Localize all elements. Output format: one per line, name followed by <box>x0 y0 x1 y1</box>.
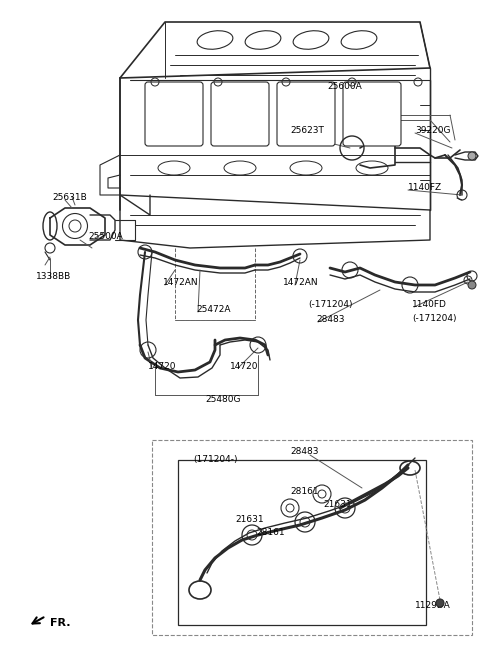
Text: 1140FD: 1140FD <box>412 300 447 309</box>
Text: 39220G: 39220G <box>415 126 451 135</box>
Circle shape <box>468 152 476 160</box>
Text: 14720: 14720 <box>148 362 177 371</box>
Text: 14720: 14720 <box>230 362 259 371</box>
Text: 1140FZ: 1140FZ <box>408 183 442 192</box>
Text: 1472AN: 1472AN <box>283 278 319 287</box>
Bar <box>178 460 426 625</box>
FancyBboxPatch shape <box>343 82 401 146</box>
FancyBboxPatch shape <box>211 82 269 146</box>
Text: (171204-): (171204-) <box>193 455 238 464</box>
Text: 1472AN: 1472AN <box>163 278 199 287</box>
Text: 28483: 28483 <box>316 315 345 324</box>
Circle shape <box>436 599 444 607</box>
Text: (-171204): (-171204) <box>412 314 456 323</box>
Text: 25480G: 25480G <box>205 395 240 404</box>
Circle shape <box>468 281 476 289</box>
Text: (-171204): (-171204) <box>308 300 352 309</box>
Text: 25500A: 25500A <box>88 232 123 241</box>
Text: 28483: 28483 <box>290 447 319 456</box>
Text: 25472A: 25472A <box>196 305 230 314</box>
Text: 25600A: 25600A <box>328 82 362 91</box>
Bar <box>152 440 472 635</box>
Text: 1338BB: 1338BB <box>36 272 71 281</box>
Text: 1129DA: 1129DA <box>415 601 451 610</box>
Text: 21631: 21631 <box>235 515 264 524</box>
FancyBboxPatch shape <box>277 82 335 146</box>
Text: FR.: FR. <box>50 618 71 628</box>
Text: 21631: 21631 <box>323 500 352 509</box>
FancyBboxPatch shape <box>145 82 203 146</box>
Text: 25623T: 25623T <box>290 126 324 135</box>
Text: 28161: 28161 <box>256 528 285 537</box>
Text: 28161: 28161 <box>290 487 319 496</box>
Text: 25631B: 25631B <box>52 193 87 202</box>
